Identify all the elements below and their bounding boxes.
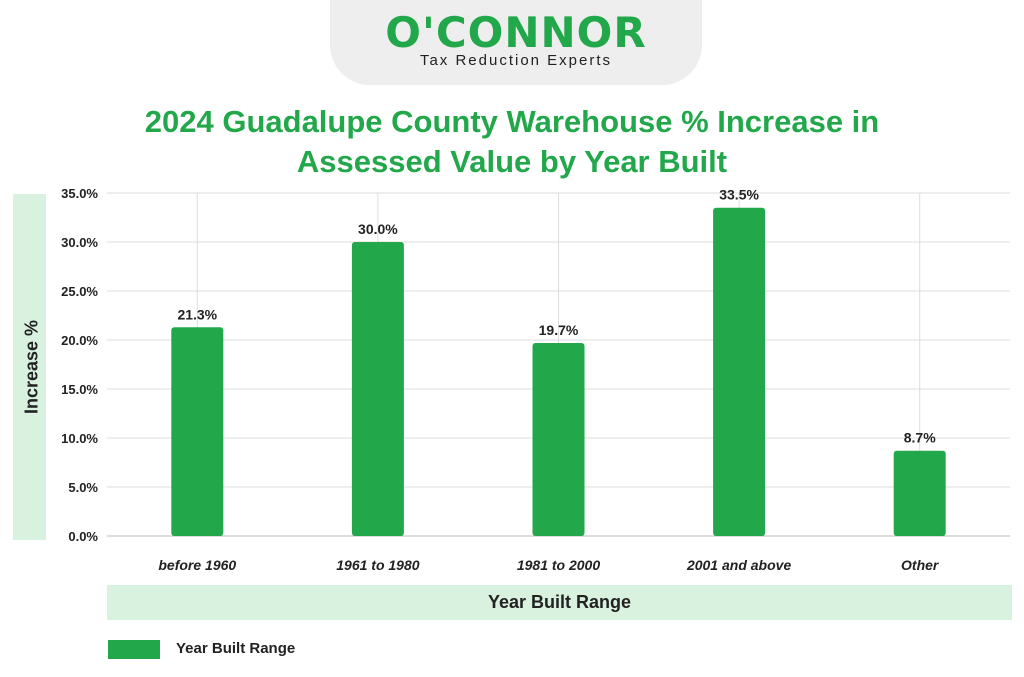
chart-title: 2024 Guadalupe County Warehouse % Increa…	[144, 104, 880, 179]
brand-name: O'CONNOR	[385, 8, 647, 57]
data-label: 19.7%	[539, 322, 579, 338]
bar	[893, 450, 946, 536]
y-tick-label: 15.0%	[61, 382, 98, 397]
labels: 0.0% 5.0% 10.0% 15.0% 20.0% 25.0% 30.0% 35.0% 21…	[61, 186, 940, 573]
y-tick-label: 20.0%	[61, 333, 98, 348]
legend-swatch	[108, 640, 160, 659]
x-axis-label: Year Built Range	[107, 585, 1012, 620]
bar	[532, 342, 585, 536]
y-tick-label: 35.0%	[61, 186, 98, 201]
x-tick-label: before 1960	[158, 557, 236, 573]
bars	[171, 207, 946, 536]
y-tick-label: 30.0%	[61, 235, 98, 250]
x-tick-label: 2001 and above	[686, 557, 791, 573]
legend-label: Year Built Range	[176, 640, 296, 657]
data-label: 21.3%	[177, 306, 217, 322]
data-label: 8.7%	[904, 430, 936, 446]
data-label: 33.5%	[719, 187, 759, 203]
y-axis-label-band	[13, 194, 46, 540]
y-tick-label: 10.0%	[61, 431, 98, 446]
data-label: 30.0%	[358, 221, 398, 237]
y-tick-label: 0.0%	[68, 529, 98, 544]
brand-tagline: Tax Reduction Experts	[419, 52, 613, 69]
x-tick-label: Other	[901, 557, 940, 573]
bar	[171, 327, 224, 536]
x-tick-label: 1981 to 2000	[517, 557, 600, 573]
bar	[713, 207, 766, 536]
x-tick-label: 1961 to 1980	[336, 557, 419, 573]
y-tick-label: 25.0%	[61, 284, 98, 299]
brand-logo: O'CONNOR Tax Reduction Experts	[330, 0, 702, 85]
bar	[351, 242, 404, 536]
y-tick-label: 5.0%	[68, 480, 98, 495]
